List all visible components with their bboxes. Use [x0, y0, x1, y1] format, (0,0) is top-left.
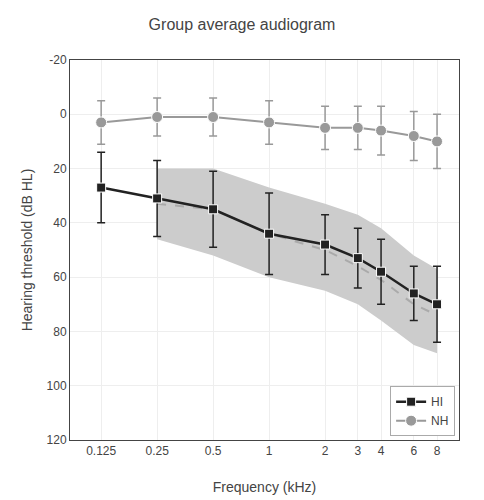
svg-text:6: 6 — [410, 444, 417, 458]
svg-text:NH: NH — [431, 414, 448, 428]
svg-text:0.5: 0.5 — [205, 444, 222, 458]
svg-text:1: 1 — [266, 444, 273, 458]
svg-text:3: 3 — [354, 444, 361, 458]
svg-text:2: 2 — [322, 444, 329, 458]
svg-text:HI: HI — [431, 395, 443, 409]
svg-text:80: 80 — [53, 325, 67, 339]
svg-text:-20: -20 — [49, 53, 67, 67]
svg-text:60: 60 — [53, 270, 67, 284]
svg-text:4: 4 — [378, 444, 385, 458]
svg-text:100: 100 — [47, 379, 67, 393]
svg-text:0.125: 0.125 — [86, 444, 116, 458]
svg-text:0: 0 — [60, 107, 67, 121]
svg-text:Frequency (kHz): Frequency (kHz) — [213, 479, 316, 495]
svg-text:0.25: 0.25 — [145, 444, 169, 458]
svg-text:Hearing threshold (dB HL): Hearing threshold (dB HL) — [19, 169, 35, 332]
svg-text:20: 20 — [53, 162, 67, 176]
svg-text:8: 8 — [434, 444, 441, 458]
svg-text:40: 40 — [53, 216, 67, 230]
svg-text:120: 120 — [47, 433, 67, 447]
svg-text:Group average audiogram: Group average audiogram — [149, 16, 336, 33]
